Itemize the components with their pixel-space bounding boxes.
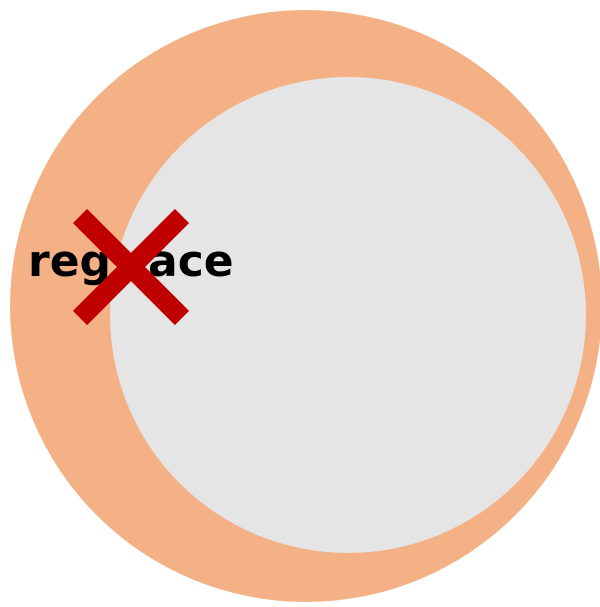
cross-stroke [72,208,190,326]
cross-mark [72,208,190,326]
inner-circle [110,77,586,553]
